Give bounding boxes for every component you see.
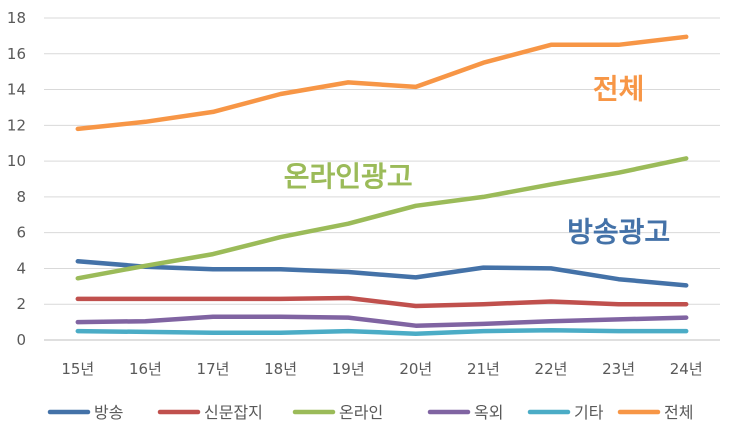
legend-label: 신문잡지 (204, 403, 263, 422)
series-line (75, 34, 689, 132)
x-tick-label: 17년 (197, 360, 230, 378)
y-tick-label: 14 (7, 81, 26, 99)
y-tick-label: 8 (16, 188, 26, 206)
y-axis: 0 2 4 6 8 10 12 14 16 18 (7, 9, 26, 349)
legend-label: 온라인 (339, 403, 383, 422)
x-tick-label: 20년 (399, 360, 432, 378)
x-axis: 15년 16년 17년 18년 19년 20년 21년 22년 23년 24년 (61, 360, 702, 378)
legend: 방송 신문잡지 온라인 옥외 기타 전체 (47, 403, 693, 422)
series-line (75, 156, 689, 281)
series-line (75, 259, 689, 288)
y-tick-label: 16 (7, 45, 26, 63)
series-line (75, 314, 689, 328)
x-tick-label: 21년 (467, 360, 500, 378)
legend-label: 옥외 (474, 403, 503, 422)
x-tick-label: 23년 (602, 360, 635, 378)
x-tick-label: 19년 (332, 360, 365, 378)
x-tick-label: 15년 (61, 360, 94, 378)
series-line (75, 327, 689, 336)
y-tick-label: 4 (16, 259, 26, 277)
y-tick-label: 6 (16, 224, 26, 242)
y-tick-label: 0 (16, 331, 26, 349)
y-tick-label: 2 (16, 295, 26, 313)
x-tick-label: 22년 (535, 360, 568, 378)
series-lines (75, 34, 689, 336)
annotation-label: 전체 (593, 73, 645, 106)
y-tick-label: 10 (7, 152, 26, 170)
y-tick-label: 12 (7, 116, 26, 134)
annotation-label: 온라인광고 (284, 160, 413, 193)
x-tick-label: 24년 (670, 360, 703, 378)
legend-label: 방송 (94, 403, 123, 422)
x-tick-label: 18년 (264, 360, 297, 378)
legend-label: 전체 (664, 403, 693, 422)
series-line (75, 295, 689, 309)
legend-label: 기타 (574, 403, 604, 422)
annotation-label: 방송광고 (567, 216, 670, 249)
y-tick-label: 18 (7, 9, 26, 27)
x-tick-label: 16년 (129, 360, 162, 378)
